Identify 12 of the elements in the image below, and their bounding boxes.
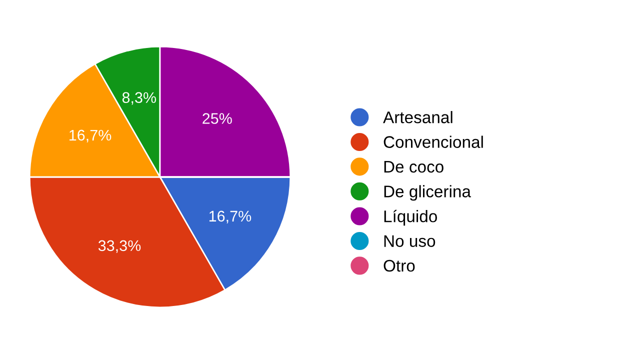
data-label: 16,7% <box>209 210 252 224</box>
legend-label: No uso <box>384 235 436 247</box>
data-label: 25% <box>202 113 232 124</box>
data-label: 8,3% <box>122 92 156 105</box>
legend-label: Líquido <box>384 210 437 226</box>
legend-label: De coco <box>384 161 444 173</box>
data-label: 33,3% <box>98 240 141 253</box>
legend-label: Convencional <box>384 136 483 148</box>
legend-label: De glicerina <box>384 185 472 201</box>
legend-label: Artesanal <box>383 111 452 124</box>
legend-label: Otro <box>384 260 415 272</box>
data-label: 16,7% <box>70 130 112 142</box>
